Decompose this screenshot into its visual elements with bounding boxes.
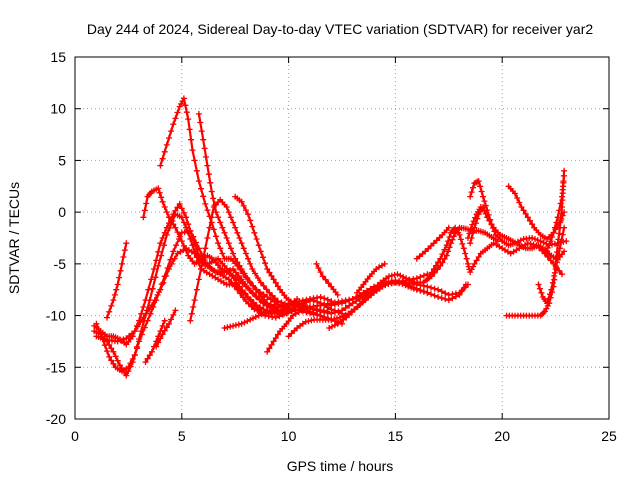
series-track-20 [535, 224, 568, 307]
data-point-markers [535, 224, 568, 307]
y-tick-label: -5 [54, 256, 67, 272]
y-tick-label: -20 [46, 411, 66, 427]
series-track-24 [313, 260, 341, 298]
x-tick-label: 0 [71, 428, 79, 444]
x-tick-label: 25 [601, 428, 617, 444]
x-tick-label: 15 [388, 428, 404, 444]
data-point-markers [104, 240, 130, 321]
x-tick-label: 5 [178, 428, 186, 444]
series-line [315, 262, 339, 296]
y-tick-label: -15 [46, 359, 66, 375]
plot-frame [74, 56, 610, 420]
series-track-25 [413, 224, 452, 262]
chart-title: Day 244 of 2024, Sidereal Day-to-day VTE… [87, 21, 593, 37]
series-track-26 [465, 204, 484, 241]
series-track-23 [104, 240, 130, 321]
series-track-11 [264, 277, 471, 355]
y-tick-label: 10 [50, 101, 66, 117]
y-tick-label: -10 [46, 308, 66, 324]
data-point-markers [465, 204, 484, 241]
series-line [543, 174, 566, 255]
data-point-markers [153, 307, 179, 350]
series-track-14 [424, 224, 565, 283]
series-track-27 [354, 260, 388, 296]
series-line [144, 319, 166, 364]
data-point-markers [354, 260, 388, 296]
y-tick-label: 0 [58, 204, 66, 220]
x-tick-label: 20 [494, 428, 510, 444]
data-point-markers [326, 224, 501, 331]
data-point-markers [93, 245, 301, 345]
axes: 0 5 10 15 20 25 -20 -15 -10 -5 0 5 10 15 [46, 49, 617, 444]
x-tick-label: 10 [281, 428, 297, 444]
series-line [155, 309, 177, 348]
data-point-markers [413, 224, 452, 262]
y-axis-label: SDTVAR / TECUs [6, 182, 22, 294]
data-point-markers [313, 260, 341, 298]
series-track-19 [541, 172, 568, 257]
x-axis-label: GPS time / hours [287, 458, 394, 474]
y-tick-label: 5 [58, 152, 66, 168]
plot-area [91, 95, 570, 379]
series-track-22 [153, 307, 179, 350]
series-track-16 [467, 178, 570, 249]
data-point-markers [541, 172, 568, 257]
y-tick-label: 15 [50, 49, 66, 65]
